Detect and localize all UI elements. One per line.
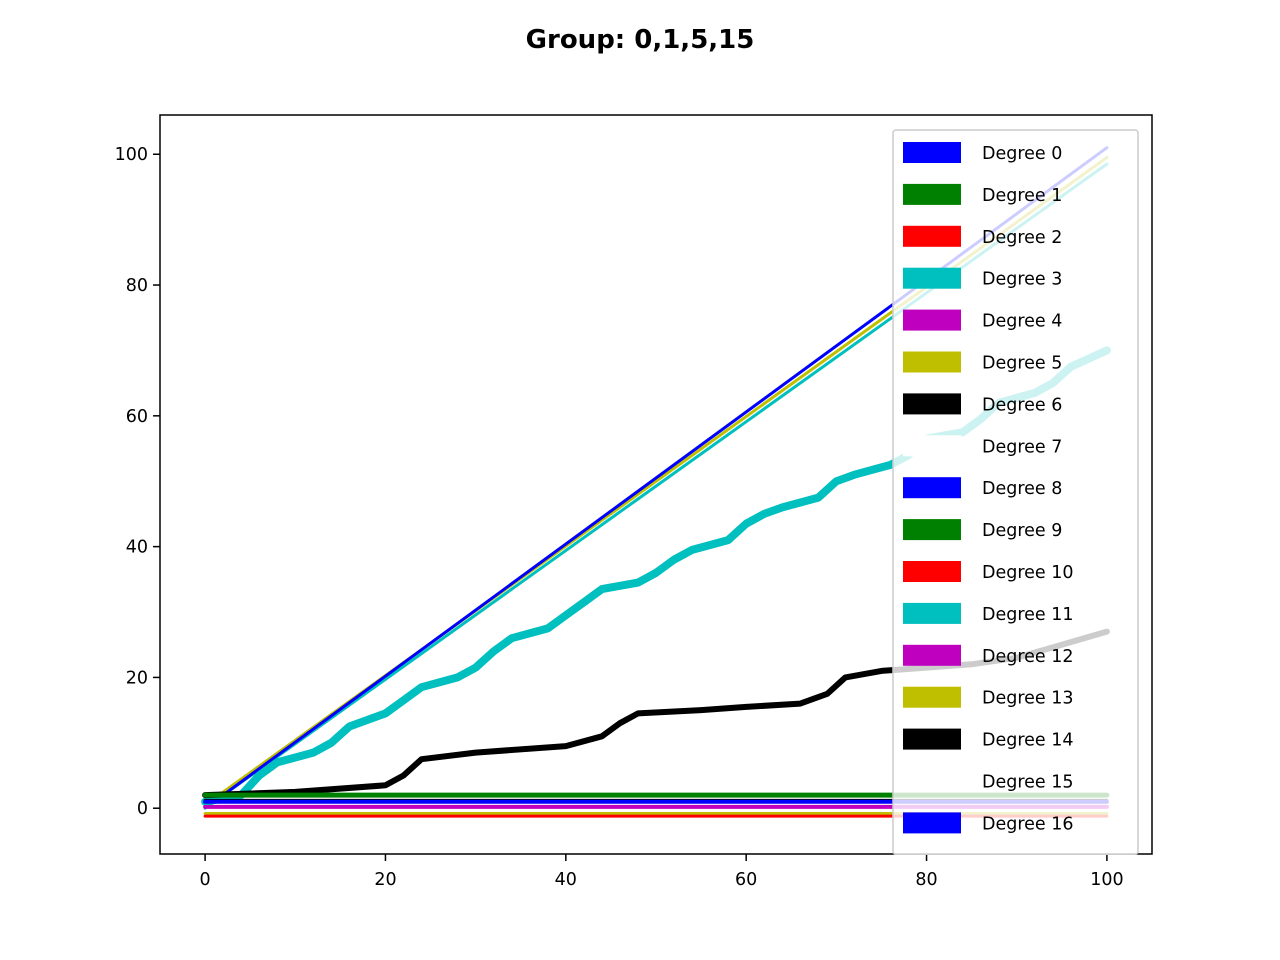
y-tick-label: 40 <box>126 538 148 558</box>
legend-swatch <box>903 519 961 541</box>
legend-swatch <box>903 602 961 624</box>
legend-label: Degree 16 <box>982 814 1074 834</box>
legend-swatch <box>903 686 961 708</box>
legend-label: Degree 6 <box>982 395 1062 415</box>
legend-swatch <box>903 644 961 666</box>
legend-label: Degree 12 <box>982 647 1074 667</box>
legend-label: Degree 9 <box>982 521 1062 541</box>
legend-swatch <box>903 393 961 415</box>
x-tick-label: 100 <box>1090 870 1123 890</box>
legend-label: Degree 14 <box>982 731 1074 751</box>
y-tick-label: 20 <box>126 668 148 688</box>
legend-swatch <box>903 770 961 792</box>
y-tick-label: 80 <box>126 276 148 296</box>
legend: Degree 0 Degree 1 Degree 2 Degree 3 Degree 4… <box>892 129 1139 856</box>
legend-label: Degree 2 <box>982 228 1062 248</box>
legend-label: Degree 7 <box>982 437 1062 457</box>
legend-swatch <box>903 477 961 499</box>
legend-label: Degree 4 <box>982 312 1062 332</box>
legend-swatch <box>903 561 961 582</box>
x-axis: 0 20 40 60 80 100 <box>200 854 1124 890</box>
x-tick-label: 60 <box>735 870 757 890</box>
legend-label: Degree 13 <box>982 689 1074 709</box>
y-tick-label: 60 <box>126 407 148 427</box>
legend-swatch <box>903 183 961 205</box>
x-tick-label: 20 <box>374 870 396 890</box>
legend-label: Degree 10 <box>982 563 1074 583</box>
legend-swatch <box>903 225 961 247</box>
y-axis: 0 20 40 60 80 100 <box>115 145 160 819</box>
legend-label: Degree 3 <box>982 270 1062 290</box>
legend-label: Degree 1 <box>982 186 1062 206</box>
legend-label: Degree 15 <box>982 773 1074 793</box>
legend-swatch <box>903 728 961 750</box>
y-tick-label: 0 <box>137 799 148 819</box>
legend-swatch <box>903 267 961 289</box>
x-tick-label: 80 <box>915 870 937 890</box>
y-tick-label: 100 <box>115 145 148 165</box>
x-tick-label: 0 <box>200 870 211 890</box>
legend-swatch <box>903 435 961 457</box>
legend-label: Degree 0 <box>982 144 1062 164</box>
legend-label: Degree 11 <box>982 605 1074 625</box>
chart-title: Group: 0,1,5,15 <box>526 25 755 55</box>
legend-label: Degree 8 <box>982 479 1062 499</box>
x-tick-label: 40 <box>555 870 577 890</box>
legend-label: Degree 5 <box>982 354 1062 374</box>
legend-swatch <box>903 351 961 373</box>
plot-frame <box>159 114 1153 855</box>
legend-swatch <box>903 812 961 834</box>
legend-swatch <box>903 309 961 331</box>
legend-swatch <box>903 142 961 163</box>
